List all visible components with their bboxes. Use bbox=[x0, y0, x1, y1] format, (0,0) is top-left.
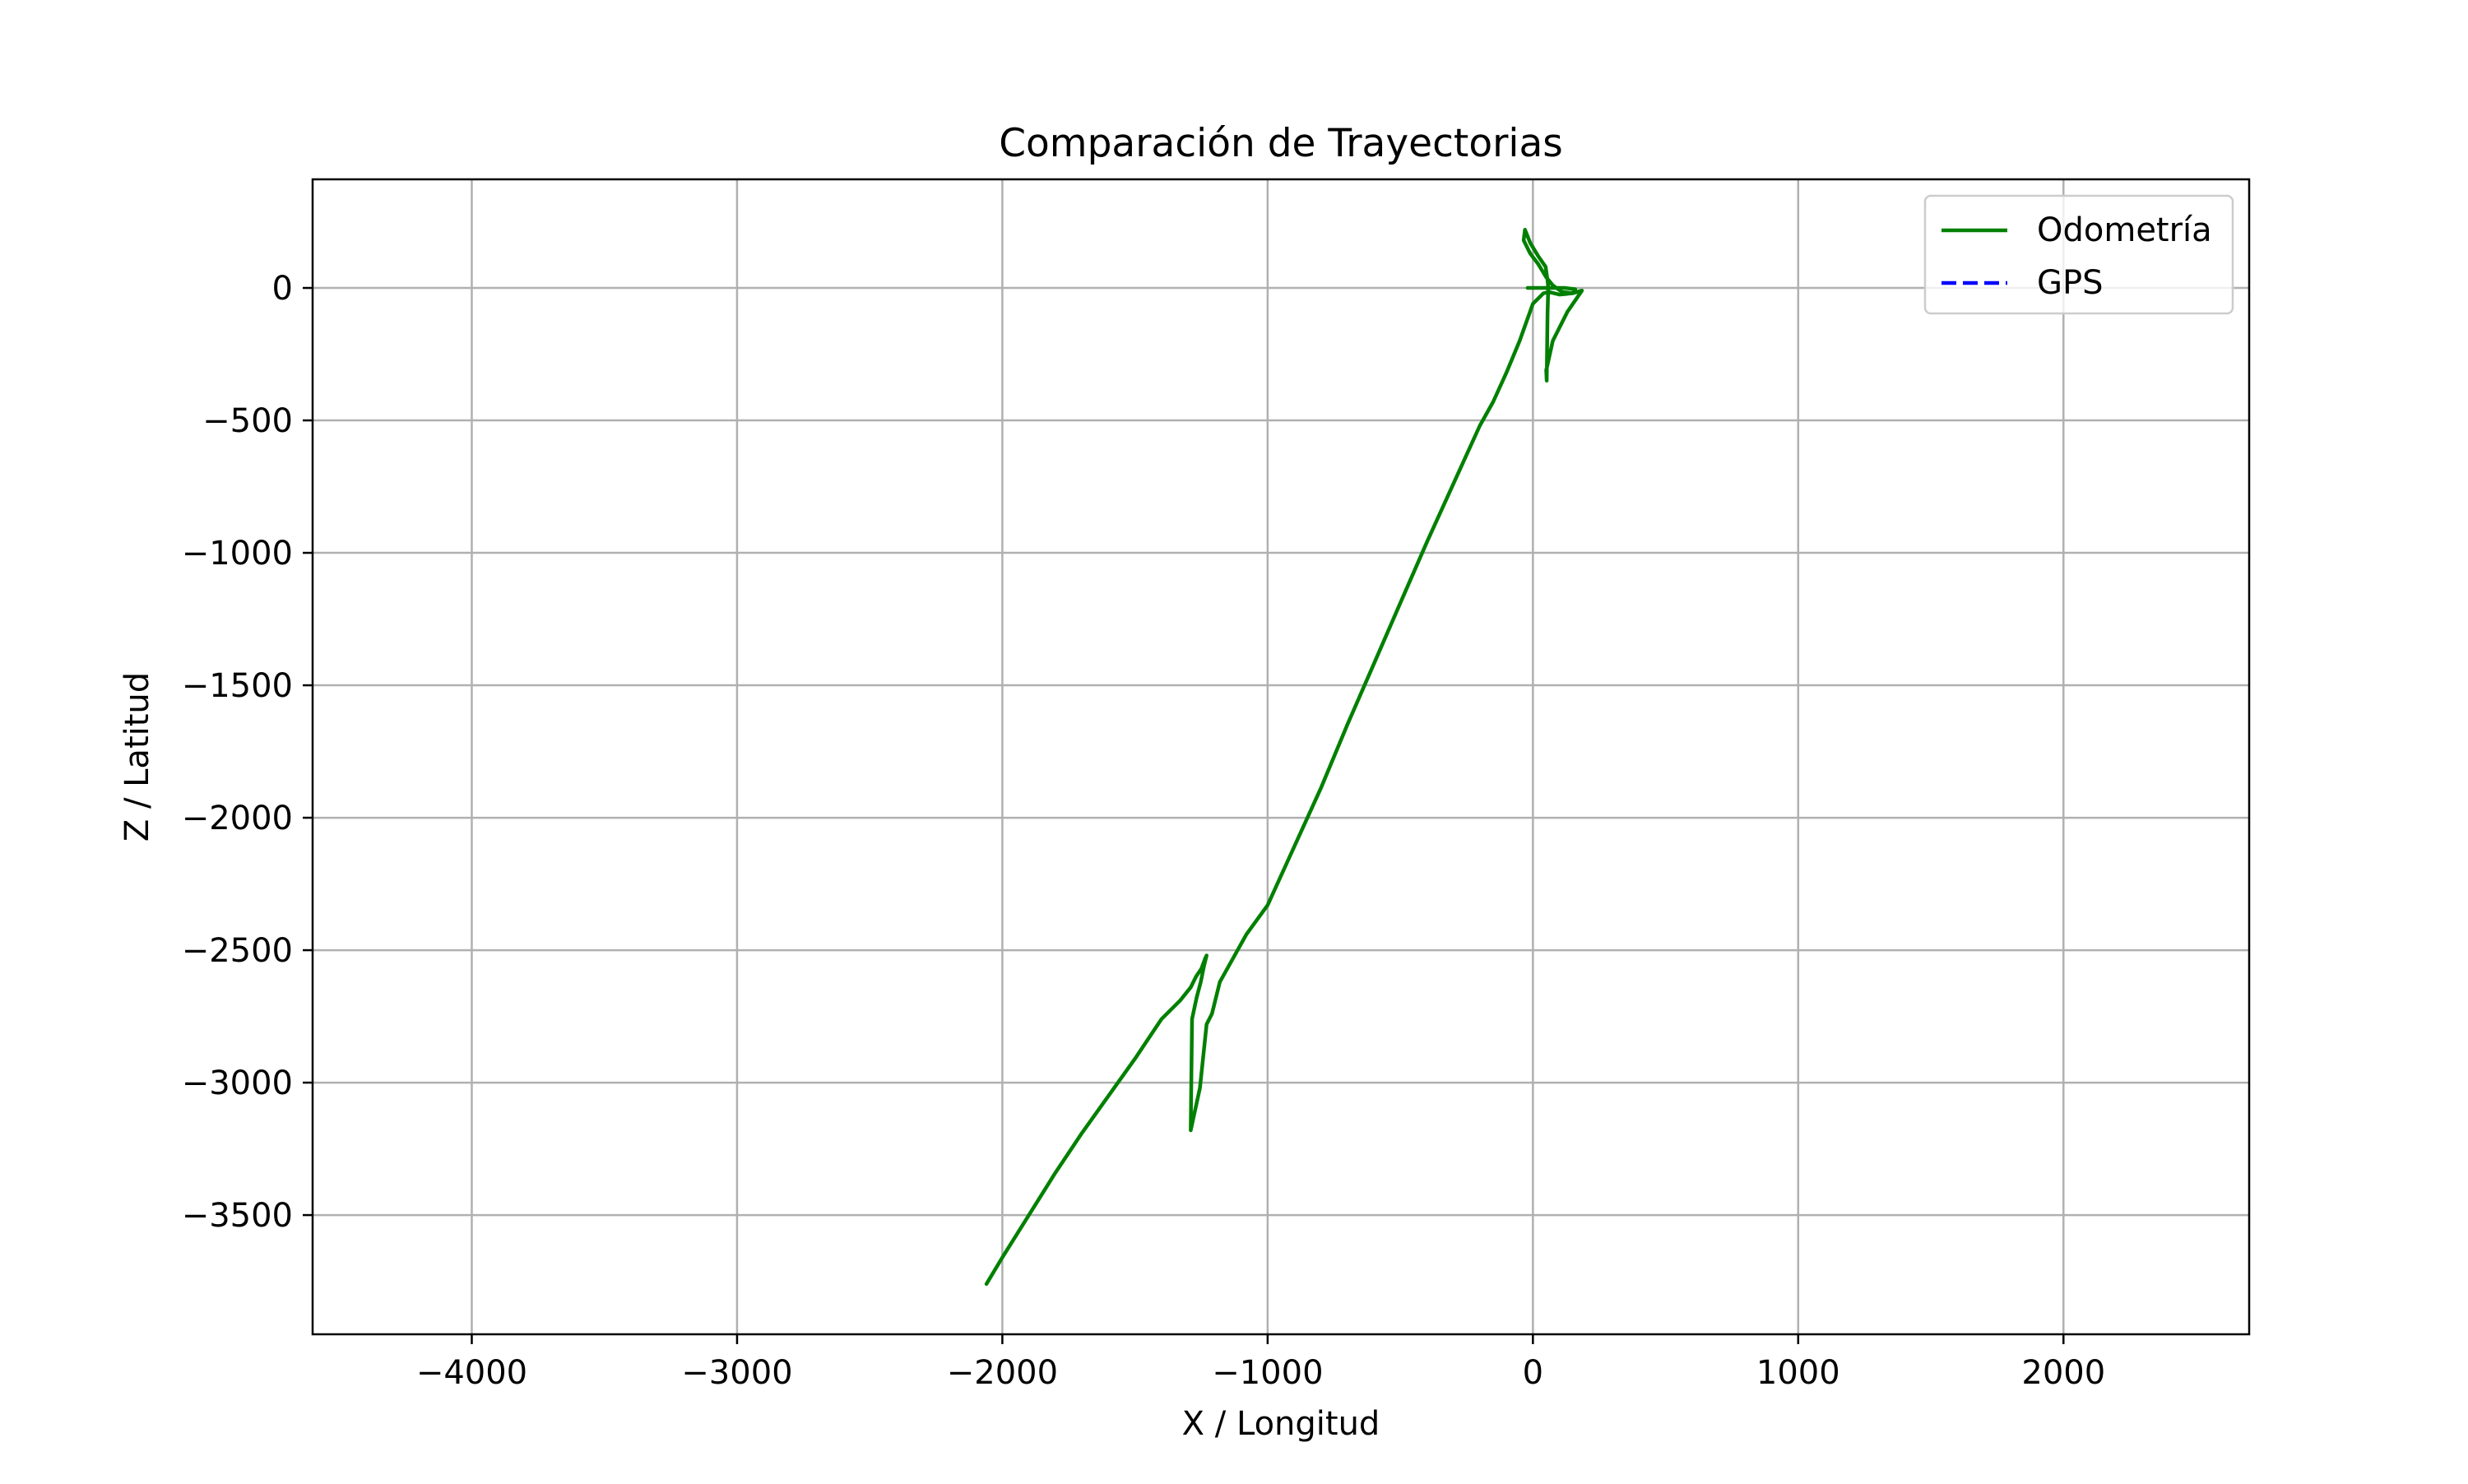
x-tick-label: 1000 bbox=[1756, 1354, 1840, 1392]
x-tick-label: 2000 bbox=[2021, 1354, 2105, 1392]
x-tick-label: −4000 bbox=[416, 1354, 527, 1392]
y-tick-label: 0 bbox=[272, 270, 293, 308]
grid-layer bbox=[313, 179, 2249, 1334]
x-tick-label: −3000 bbox=[681, 1354, 792, 1392]
x-axis-label: X / Longitud bbox=[1182, 1405, 1380, 1443]
y-tick-label: −3000 bbox=[182, 1064, 293, 1102]
y-tick-label: −500 bbox=[202, 402, 293, 440]
legend: Odometría GPS bbox=[1923, 194, 2234, 315]
legend-label-0: Odometría bbox=[2037, 211, 2212, 249]
legend-label-1: GPS bbox=[2037, 264, 2104, 302]
y-tick-label: −2000 bbox=[182, 800, 293, 837]
y-tick-label: −2500 bbox=[182, 932, 293, 970]
y-tick-label: −1500 bbox=[182, 667, 293, 705]
chart-title: Comparación de Trayectorias bbox=[999, 121, 1563, 166]
x-tick-label: −2000 bbox=[947, 1354, 1058, 1392]
series-layer bbox=[984, 227, 1584, 1287]
tick-layer: −4000 −3000 −2000 −1000 0 1000 2000 0 −500 −1000 −… bbox=[182, 270, 2105, 1392]
y-tick-label: −1000 bbox=[182, 535, 293, 573]
x-tick-label: 0 bbox=[1523, 1354, 1543, 1392]
y-tick-label: −3500 bbox=[182, 1197, 293, 1235]
legend-box bbox=[1923, 194, 2234, 315]
series-line-0 bbox=[984, 227, 1584, 1287]
x-tick-label: −1000 bbox=[1212, 1354, 1323, 1392]
plot-frame bbox=[311, 178, 2251, 1336]
y-axis-label: Z / Latitud bbox=[118, 672, 156, 842]
